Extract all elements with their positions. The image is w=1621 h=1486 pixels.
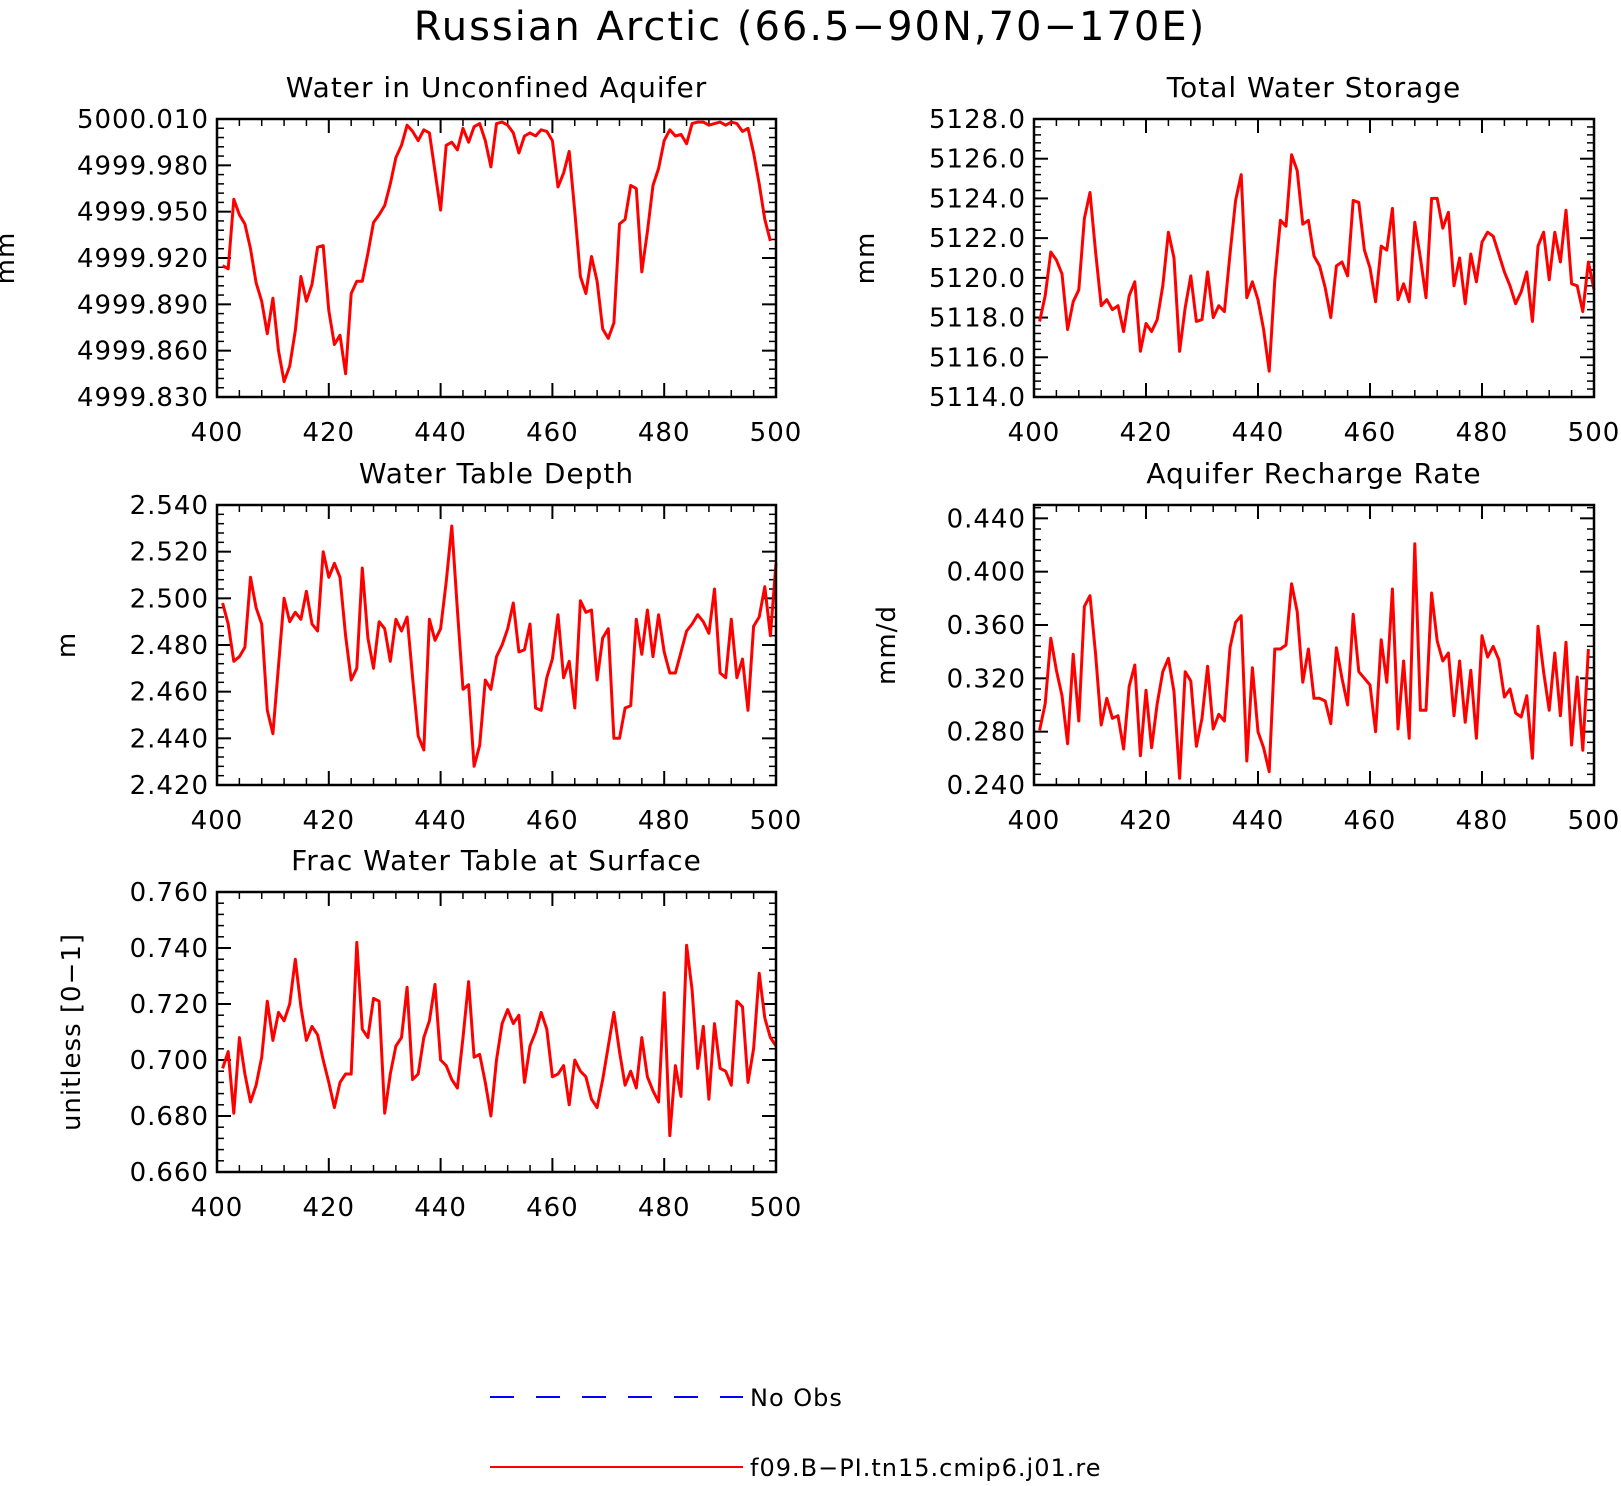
y-tick-label: 2.440 [130,724,209,754]
y-tick-label: 0.320 [947,664,1026,694]
chart-panel-3: Water Table Depth 400 420 440 460 480 500 2.420… [52,457,803,836]
plot-frame [215,890,778,1174]
y-tick-label: 0.680 [130,1102,209,1132]
chart-panel-1: Water in Unconfined Aquifer 400 420 440 460 4… [0,71,803,448]
panel-title: Water in Unconfined Aquifer [286,71,707,104]
y-tick-label: 2.520 [130,538,209,568]
x-tick-label: 400 [191,1193,244,1223]
y-tick-label: 2.500 [130,584,209,614]
x-tick-label: 480 [638,1193,691,1223]
x-tick-label: 420 [1120,806,1173,836]
y-tick-label: 5122.0 [929,224,1026,254]
chart-panel-2: Total Water Storage 400 420 440 460 480 500 511… [851,71,1621,448]
x-tick-label: 480 [638,418,691,448]
y-tick-label: 0.280 [947,718,1026,748]
legend-label-model: f09.B−PI.tn15.cmip6.j01.re [750,1454,1101,1482]
y-tick-label: 0.400 [947,558,1026,588]
y-tick-label: 0.740 [130,934,209,964]
x-tick-label: 500 [750,806,803,836]
x-tick-label: 440 [1232,806,1285,836]
y-tick-label: 5126.0 [929,145,1026,175]
y-tick-label: 2.420 [130,771,209,801]
y-tick-label: 4999.860 [77,337,209,367]
y-tick-label: 0.360 [947,611,1026,641]
x-tick-label: 420 [302,1193,355,1223]
x-tick-label: 480 [638,806,691,836]
y-tick-label: 4999.980 [77,151,209,181]
y-tick-label: 5000.010 [77,105,209,135]
y-axis-label: mm [851,232,881,285]
y-tick-label: 5114.0 [929,383,1026,413]
y-tick-label: 5116.0 [929,343,1026,373]
y-tick-label: 4999.920 [77,244,209,274]
series-line [221,940,778,1138]
y-tick-label: 4999.830 [77,383,209,413]
x-tick-label: 500 [750,418,803,448]
chart-panel-4: Aquifer Recharge Rate 400 420 440 460 480 500 0… [872,457,1621,836]
plot-frame [1032,117,1596,399]
legend-label-no-obs: No Obs [750,1384,843,1412]
x-tick-label: 440 [414,418,467,448]
y-tick-label: 4999.950 [77,198,209,228]
chart-panel-5: Frac Water Table at Surface 400 420 440 460 4… [57,844,803,1223]
y-tick-label: 0.760 [130,878,209,908]
x-tick-label: 400 [1008,806,1061,836]
series-line [1038,153,1596,373]
panel-title: Total Water Storage [1166,71,1462,104]
x-tick-label: 480 [1456,806,1509,836]
y-tick-label: 5128.0 [929,105,1026,135]
y-tick-label: 2.480 [130,631,209,661]
figure-title: Russian Arctic (66.5−90N,70−170E) [414,4,1207,50]
panel-title: Frac Water Table at Surface [291,844,702,877]
x-tick-label: 460 [1344,806,1397,836]
x-tick-label: 440 [414,806,467,836]
panel-title: Aquifer Recharge Rate [1146,457,1481,490]
x-tick-label: 420 [302,806,355,836]
x-tick-label: 400 [191,806,244,836]
y-axis-label: unitless [0−1] [57,933,87,1131]
x-tick-label: 500 [1568,418,1621,448]
y-tick-label: 2.460 [130,678,209,708]
x-tick-label: 460 [526,806,579,836]
series-line [221,524,778,768]
plot-frame [215,117,778,399]
panel-title: Water Table Depth [359,457,634,490]
x-tick-label: 420 [1120,418,1173,448]
y-axis-label: mm [0,232,21,285]
y-tick-label: 0.660 [130,1158,209,1188]
y-tick-label: 0.440 [947,504,1026,534]
y-tick-label: 0.720 [130,990,209,1020]
y-axis-label: mm/d [872,605,902,685]
y-axis-label: m [52,632,82,658]
x-tick-label: 460 [526,418,579,448]
y-tick-label: 0.700 [130,1046,209,1076]
y-tick-label: 2.540 [130,491,209,521]
series-line [1038,542,1590,780]
x-tick-label: 500 [750,1193,803,1223]
plot-frame [215,503,778,787]
y-tick-label: 5118.0 [929,304,1026,334]
x-tick-label: 400 [1008,418,1061,448]
x-tick-label: 480 [1456,418,1509,448]
y-tick-label: 5120.0 [929,264,1026,294]
x-tick-label: 440 [414,1193,467,1223]
x-tick-label: 420 [302,418,355,448]
y-tick-label: 4999.890 [77,290,209,320]
x-tick-label: 500 [1568,806,1621,836]
y-tick-label: 0.240 [947,771,1026,801]
y-tick-label: 5124.0 [929,184,1026,214]
series-line [221,120,772,384]
x-tick-label: 460 [526,1193,579,1223]
x-tick-label: 400 [191,418,244,448]
plot-frame [1032,503,1596,787]
chart-panels: Water in Unconfined Aquifer 400 420 440 460 4… [0,71,1621,1223]
legend: No Obs f09.B−PI.tn15.cmip6.j01.re [490,1384,1101,1482]
x-tick-label: 460 [1344,418,1397,448]
x-tick-label: 440 [1232,418,1285,448]
